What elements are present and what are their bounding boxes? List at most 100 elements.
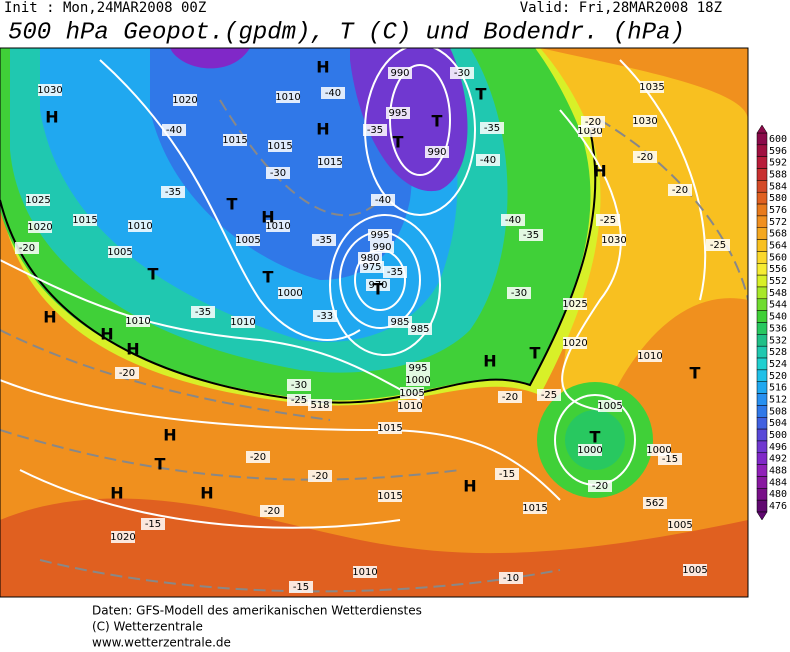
legend-label: 484 — [769, 477, 787, 488]
legend-label: 500 — [769, 430, 787, 441]
label-bg — [268, 140, 292, 152]
label-bg — [378, 490, 402, 502]
contour-label: 975 — [362, 262, 381, 273]
label-bg — [406, 362, 430, 374]
label-bg — [476, 154, 500, 166]
contour-label: 1005 — [107, 247, 132, 258]
legend-label: 552 — [769, 276, 787, 287]
label-bg — [400, 387, 424, 399]
legend-swatch — [756, 298, 768, 311]
contour-label: -25 — [541, 390, 557, 401]
legend-label: 492 — [769, 454, 787, 465]
contour-label: 980 — [360, 253, 379, 264]
label-bg — [371, 194, 395, 206]
pressure-centre: H — [110, 484, 123, 503]
legend-label: 584 — [769, 181, 787, 192]
pressure-centre: H — [483, 352, 496, 371]
label-bg — [223, 134, 247, 146]
legend-label: 528 — [769, 347, 787, 358]
contour-label: 1000 — [646, 445, 671, 456]
legend-label: 496 — [769, 442, 787, 453]
contour-label: -20 — [637, 152, 653, 163]
pressure-centre: H — [261, 208, 274, 227]
contour-label: 1000 — [277, 288, 302, 299]
legend-swatch — [756, 203, 768, 217]
label-bg — [706, 239, 730, 251]
contour-label: 1025 — [562, 299, 587, 310]
label-bg — [425, 146, 449, 158]
label-bg — [596, 214, 620, 226]
legend-label: 556 — [769, 264, 787, 275]
label-bg — [499, 572, 523, 584]
contour-label: -35 — [387, 267, 403, 278]
label-bg — [643, 497, 667, 509]
contour-label: -30 — [291, 380, 307, 391]
label-bg — [353, 566, 377, 578]
contour-label: -15 — [293, 582, 309, 593]
contour-label: 1030 — [577, 126, 602, 137]
label-bg — [289, 581, 313, 593]
label-bg — [507, 287, 531, 299]
legend-label: 524 — [769, 359, 787, 370]
legend-label: 588 — [769, 169, 787, 180]
legend-label: 516 — [769, 383, 787, 394]
pressure-centre: T — [690, 364, 701, 383]
pressure-centre: H — [100, 325, 113, 344]
legend-swatch — [756, 405, 768, 418]
pressure-centre: T — [227, 195, 238, 214]
legend-label: 600 — [769, 134, 787, 145]
legend-cap — [756, 511, 768, 521]
label-bg — [378, 422, 402, 434]
label-bg — [191, 306, 215, 318]
pressure-centre: T — [263, 268, 274, 287]
label-bg — [173, 94, 197, 106]
legend-swatch — [756, 440, 768, 454]
label-bg — [398, 400, 422, 412]
label-bg — [266, 167, 290, 179]
label-bg — [388, 316, 412, 328]
contour-label: -40 — [375, 195, 391, 206]
contour-label: 1010 — [275, 92, 300, 103]
label-bg — [501, 214, 525, 226]
label-bg — [115, 367, 139, 379]
pressure-centre: H — [316, 120, 329, 139]
legend-swatch — [756, 227, 768, 240]
label-bg — [28, 221, 52, 233]
legend-label: 532 — [769, 335, 787, 346]
contour-label: 1005 — [682, 565, 707, 576]
pressure-centre: H — [200, 484, 213, 503]
label-bg — [308, 470, 332, 482]
pressure-centre: T — [373, 280, 384, 299]
contour-label: 985 — [410, 324, 429, 335]
contour-label: 1035 — [639, 82, 664, 93]
contour-label: -35 — [195, 307, 211, 318]
label-bg — [668, 519, 692, 531]
contour-label: 1020 — [562, 338, 587, 349]
label-bg — [633, 151, 657, 163]
label-bg — [598, 400, 622, 412]
label-bg — [266, 220, 290, 232]
label-bg — [523, 502, 547, 514]
label-bg — [318, 156, 342, 168]
contour-label: 1020 — [110, 532, 135, 543]
legend-label: 480 — [769, 489, 787, 500]
contour-label: -35 — [484, 123, 500, 134]
contour-label: 1015 — [377, 491, 402, 502]
legend-swatch — [756, 357, 768, 371]
label-bg — [162, 124, 186, 136]
label-bg — [363, 124, 387, 136]
contour-label: -20 — [585, 117, 601, 128]
label-bg — [312, 234, 336, 246]
contour-label: 1000 — [405, 375, 430, 386]
contour-label: 1005 — [399, 388, 424, 399]
contour-label: 1010 — [397, 401, 422, 412]
contour-label: 1015 — [377, 423, 402, 434]
contour-label: -20 — [502, 392, 518, 403]
label-bg — [161, 186, 185, 198]
label-bg — [388, 67, 412, 79]
legend-label: 580 — [769, 193, 787, 204]
contour-label: -20 — [312, 471, 328, 482]
label-bg — [668, 184, 692, 196]
contour-label: 995 — [388, 108, 407, 119]
